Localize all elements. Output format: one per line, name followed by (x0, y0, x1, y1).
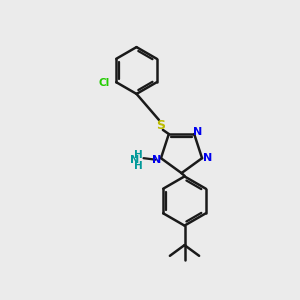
Text: Cl: Cl (98, 78, 110, 88)
Text: S: S (156, 119, 165, 132)
Text: H: H (134, 150, 143, 160)
Text: H: H (134, 161, 143, 171)
Text: N: N (203, 153, 212, 163)
Text: N: N (130, 155, 139, 165)
Text: N: N (152, 155, 162, 165)
Text: N: N (194, 127, 203, 136)
